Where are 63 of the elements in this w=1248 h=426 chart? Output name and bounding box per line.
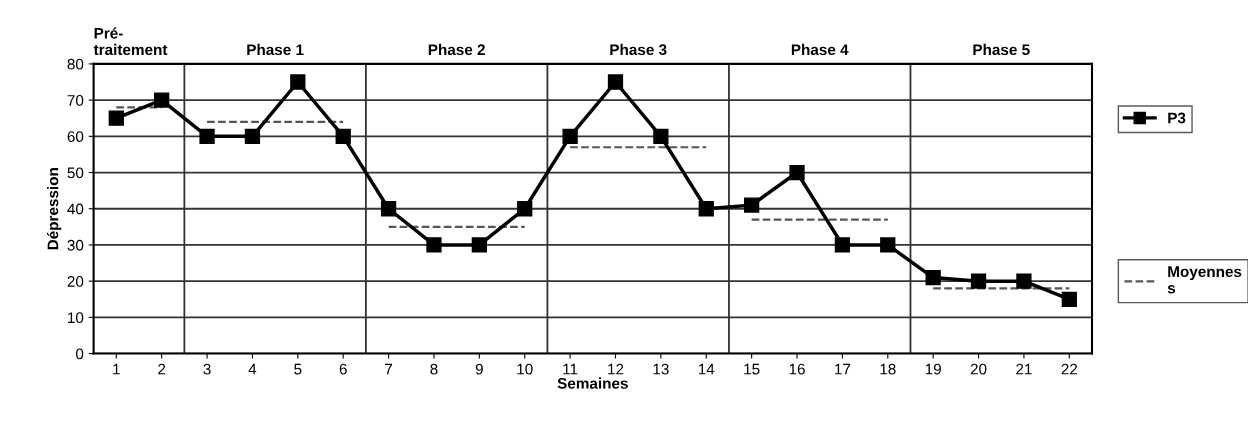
point	[880, 237, 896, 253]
x-tick-label: 1	[113, 363, 120, 375]
x-tick-label: 20	[970, 363, 987, 375]
point	[154, 92, 170, 108]
y-tick-label: 60	[67, 131, 84, 143]
x-tick-label: 6	[339, 363, 347, 375]
legend-label: Moyennes s	[1167, 266, 1242, 294]
y-tick-label: 30	[67, 239, 84, 251]
y-axis-title: Dépression	[46, 168, 62, 250]
x-tick-label: 16	[789, 363, 805, 375]
x-tick-label: 22	[1061, 363, 1078, 375]
point	[925, 269, 941, 286]
point	[290, 74, 306, 90]
x-tick-label: 5	[294, 363, 302, 375]
point	[698, 201, 714, 217]
x-tick-label: 17	[835, 363, 851, 375]
x-tick-label: 2	[158, 363, 166, 375]
text: Phase 1	[247, 43, 304, 56]
point	[1016, 273, 1032, 289]
text: Phase 5	[973, 43, 1030, 56]
x-tick-label: 18	[880, 363, 896, 375]
point	[1061, 291, 1077, 307]
y-tick-label: 40	[67, 203, 84, 215]
point	[789, 164, 805, 181]
point	[653, 128, 669, 144]
text: Phase 3	[610, 43, 667, 56]
point	[607, 74, 624, 90]
point	[471, 237, 487, 253]
point	[335, 128, 351, 144]
x-tick-label: 3	[203, 363, 211, 375]
y-tick-label: 20	[67, 276, 84, 287]
point	[743, 197, 760, 213]
x-tick-label: 19	[925, 363, 941, 375]
y-tick-label: 0	[75, 348, 84, 360]
x-axis-title: Semaines	[557, 377, 628, 389]
x-tick-label: 21	[1016, 363, 1032, 375]
x-tick-label: 4	[248, 363, 257, 375]
point	[426, 237, 442, 253]
point	[380, 201, 397, 217]
x-tick-label: 12	[608, 363, 624, 375]
y-tick-label: 70	[67, 94, 84, 106]
x-tick-label: 14	[698, 363, 715, 375]
y-tick-label: 10	[68, 312, 84, 324]
legend-label: P3	[1168, 112, 1186, 124]
x-tick-label: 7	[385, 363, 393, 375]
point	[562, 128, 578, 144]
text: Phase 4	[791, 43, 849, 56]
point	[108, 110, 124, 126]
x-tick-label: 10	[517, 363, 533, 375]
x-tick-label: 8	[430, 363, 438, 375]
point	[970, 273, 987, 289]
point	[199, 128, 215, 144]
point	[834, 237, 851, 253]
text: Phase 2	[428, 43, 485, 56]
y-tick-label: 50	[67, 167, 84, 179]
y-tick-label: 80	[67, 58, 84, 70]
x-tick-label: 13	[653, 363, 669, 375]
x-tick-label: 11	[563, 363, 578, 375]
x-tick-label: 15	[744, 363, 760, 375]
point	[244, 128, 261, 144]
point	[517, 201, 533, 217]
text: Pré- traitement	[93, 27, 168, 56]
x-tick-label: 9	[475, 363, 483, 375]
